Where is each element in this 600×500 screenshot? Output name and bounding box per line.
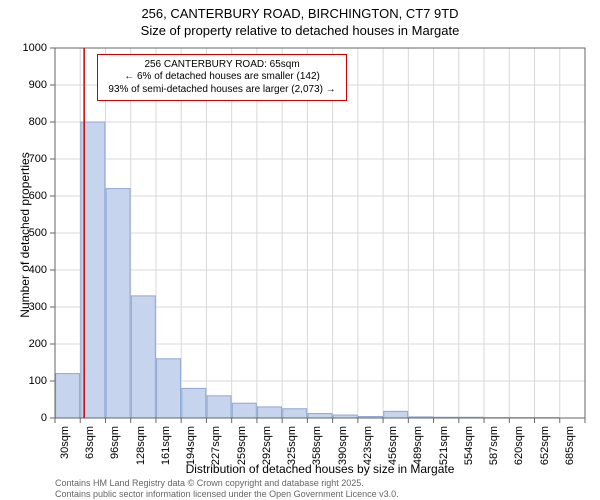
y-tick-label: 100	[7, 375, 47, 387]
y-tick-label: 200	[7, 338, 47, 350]
y-tick-label: 1000	[7, 42, 47, 54]
chart-container: 256, CANTERBURY ROAD, BIRCHINGTON, CT7 9…	[0, 0, 600, 500]
y-tick-label: 800	[7, 116, 47, 128]
callout-line2: ← 6% of detached houses are smaller (142…	[108, 71, 335, 84]
callout-line3: 93% of semi-detached houses are larger (…	[108, 84, 335, 97]
x-axis-label: Distribution of detached houses by size …	[55, 462, 585, 476]
y-tick-label: 0	[7, 412, 47, 424]
callout-line1: 256 CANTERBURY ROAD: 65sqm	[108, 59, 335, 72]
footer-line1: Contains HM Land Registry data © Crown c…	[55, 478, 585, 489]
y-tick-label: 500	[7, 227, 47, 239]
y-tick-label: 300	[7, 301, 47, 313]
y-tick-label: 400	[7, 264, 47, 276]
y-tick-label: 600	[7, 190, 47, 202]
y-tick-label: 700	[7, 153, 47, 165]
footer-line2: Contains public sector information licen…	[55, 489, 585, 500]
y-tick-label: 900	[7, 79, 47, 91]
callout-box: 256 CANTERBURY ROAD: 65sqm ← 6% of detac…	[97, 54, 346, 102]
chart-footer: Contains HM Land Registry data © Crown c…	[55, 478, 585, 500]
